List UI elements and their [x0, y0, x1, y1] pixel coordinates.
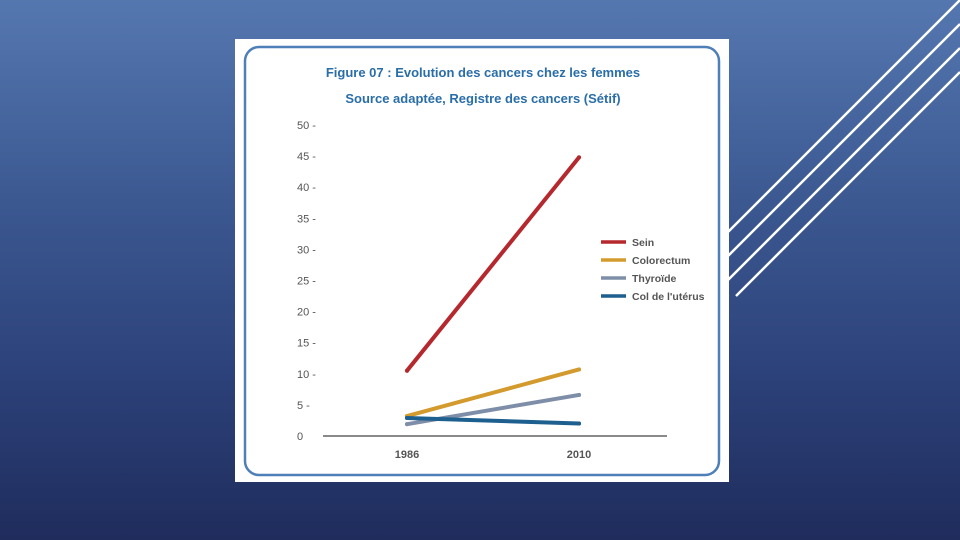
x-tick-label: 2010 [567, 449, 591, 461]
series-line-sein [405, 155, 581, 373]
chart-axes: 0 5 - 10 - 15 - 20 - 25 - 30 - 35 - 40 - 45 - 50 -… [297, 120, 667, 461]
legend-label: Colorectum [632, 255, 690, 267]
y-tick-label: 50 - [297, 120, 316, 132]
legend-label: Col de l'utérus [632, 291, 705, 303]
data-point-sein [405, 368, 409, 373]
data-point-colorectum [577, 367, 581, 372]
data-point-thyroide [405, 422, 409, 427]
chart-svg: Figure 07 : Evolution des cancers chez l… [243, 45, 721, 477]
y-tick-label: 30 - [297, 244, 316, 256]
series-line-colorectum [405, 367, 581, 419]
series-line-col-de-l-uterus [405, 415, 581, 426]
legend-label: Sein [632, 237, 654, 249]
y-tick-label: 35 - [297, 213, 316, 225]
y-tick-label: 40 - [297, 182, 316, 194]
y-tick-label: 25 - [297, 276, 316, 288]
data-point-col-de-l-uterus [405, 415, 409, 420]
legend-label: Thyroïde [632, 273, 676, 285]
chart-title: Figure 07 : Evolution des cancers chez l… [326, 65, 640, 80]
y-tick-label: 10 - [297, 369, 316, 381]
y-tick-label: 5 - [297, 400, 310, 412]
chart-subtitle: Source adaptée, Registre des cancers (Sé… [345, 91, 620, 106]
x-tick-label: 1986 [395, 449, 419, 461]
diagonal-stripes-decoration [699, 0, 960, 297]
chart-frame [243, 45, 721, 477]
y-tick-label: 0 [297, 431, 303, 443]
y-tick-label: 20 - [297, 307, 316, 319]
chart-legend: Sein Colorectum Thyroïde Col de l'utérus [601, 237, 705, 303]
y-tick-label: 45 - [297, 151, 316, 163]
chart-series [405, 155, 581, 427]
chart-figure: Figure 07 : Evolution des cancers chez l… [235, 39, 729, 482]
data-point-thyroide [577, 392, 581, 397]
data-point-col-de-l-uterus [577, 421, 581, 426]
data-point-sein [577, 155, 581, 160]
y-tick-label: 15 - [297, 338, 316, 350]
